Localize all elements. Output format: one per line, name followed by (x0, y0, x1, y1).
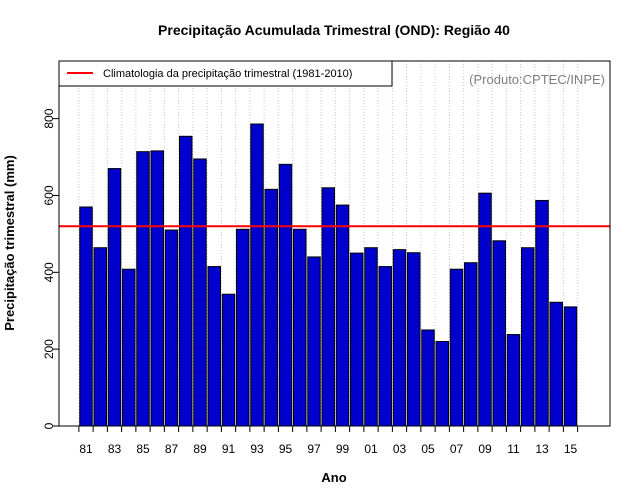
bar-98 (321, 187, 335, 427)
bar-15 (563, 306, 578, 427)
bars (79, 123, 578, 427)
bar-84 (122, 268, 136, 427)
chart-title: Precipitação Acumulada Trimestral (OND):… (158, 22, 510, 38)
bar-85 (136, 151, 150, 427)
bar-13 (535, 199, 549, 427)
x-tick-label: 85 (136, 442, 150, 456)
bar-03 (392, 249, 407, 427)
x-tick-label: 81 (79, 442, 93, 456)
bar-92 (236, 228, 250, 427)
bar-09 (478, 192, 492, 427)
x-tick-label: 99 (336, 442, 350, 456)
bar-95 (278, 163, 293, 427)
y-tick-label: 200 (42, 339, 56, 359)
bar-99 (335, 204, 350, 427)
y-tick-label: 0 (42, 422, 56, 429)
bar-12 (521, 247, 535, 427)
y-axis-label: Precipitação trimestral (mm) (2, 155, 17, 331)
bar-83 (107, 168, 122, 427)
bar-86 (150, 150, 164, 427)
x-tick-label: 95 (279, 442, 293, 456)
legend-label: Climatologia da precipitação trimestral … (103, 68, 352, 80)
grid-lines (78, 61, 579, 426)
y-tick-label: 600 (42, 185, 56, 205)
x-tick-label: 13 (535, 442, 549, 456)
bar-93 (250, 123, 264, 427)
bar-01 (364, 247, 378, 427)
bar-90 (207, 266, 221, 427)
y-tick-label: 800 (42, 108, 56, 128)
bar-87 (164, 229, 179, 427)
x-tick-label: 89 (193, 442, 207, 456)
x-tick-label: 83 (108, 442, 122, 456)
x-tick-label: 07 (450, 442, 464, 456)
bar-97 (307, 256, 321, 427)
bar-82 (93, 247, 107, 427)
bar-07 (449, 268, 464, 427)
bar-00 (350, 252, 364, 427)
source-note: (Produto:CPTEC/INPE) (469, 72, 605, 87)
x-tick-label: 05 (421, 442, 435, 456)
bar-08 (464, 262, 478, 427)
legend-box (58, 60, 393, 87)
x-axis: 81 83 85 87 89 91 93 95 97 99 01 03 05 07 09 11 13 15 (78, 426, 579, 456)
bar-89 (193, 158, 207, 427)
x-tick-label: 01 (364, 442, 378, 456)
bar-14 (549, 301, 563, 427)
x-tick-label: 93 (250, 442, 264, 456)
bar-81 (79, 206, 93, 427)
x-tick-label: 09 (478, 442, 492, 456)
x-tick-label: 03 (393, 442, 407, 456)
bar-11 (506, 334, 521, 427)
bar-04 (407, 252, 421, 427)
x-tick-label: 87 (165, 442, 179, 456)
x-tick-label: 15 (564, 442, 578, 456)
bar-05 (421, 329, 435, 427)
y-tick-label: 400 (42, 262, 56, 282)
bar-96 (293, 228, 307, 427)
bar-94 (264, 188, 278, 427)
bar-02 (378, 266, 392, 427)
x-tick-label: 11 (507, 442, 520, 456)
y-axis: 0 200 400 600 800 (42, 108, 59, 429)
bar-06 (435, 340, 449, 427)
x-tick-label: 97 (307, 442, 321, 456)
bar-91 (221, 293, 236, 427)
x-axis-label: Ano (321, 470, 346, 485)
legend: Climatologia da precipitação trimestral … (58, 60, 393, 87)
bar-88 (179, 135, 193, 427)
x-tick-label: 91 (222, 442, 236, 456)
bar-10 (492, 240, 506, 427)
